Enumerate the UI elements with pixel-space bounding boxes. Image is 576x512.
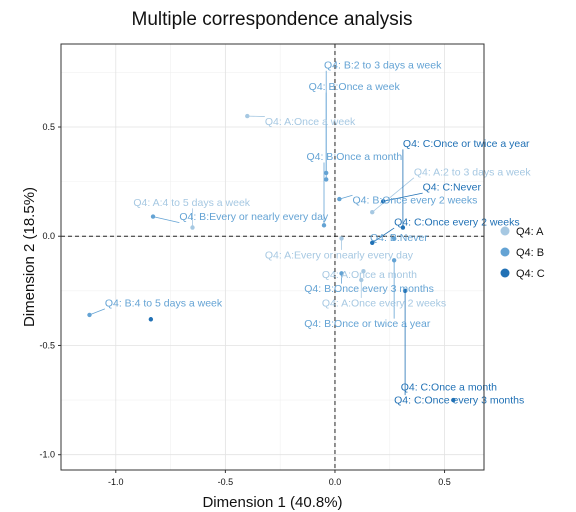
point-label: Q4: A:Once a week [265, 116, 356, 128]
data-point [370, 240, 375, 245]
label-connector [152, 216, 180, 223]
y-tick-label: -0.5 [39, 340, 55, 350]
data-point [402, 288, 408, 294]
x-tick-label: -1.0 [108, 477, 124, 487]
point-label: Q4: B:Once a month [306, 151, 402, 163]
point-label: Q4: B:Once every 3 months [304, 283, 434, 295]
data-points [87, 113, 456, 403]
label-connector [371, 177, 415, 213]
legend-key [500, 226, 510, 236]
data-point [339, 236, 344, 241]
x-tick-label: 0.5 [438, 477, 451, 487]
data-point [87, 312, 92, 318]
point-label: Q4: A:Every or nearly every day [265, 249, 414, 261]
legend-label: Q4: B [516, 247, 544, 259]
data-point [337, 196, 342, 202]
data-point [148, 317, 154, 322]
legend: Q4: A Q4: B Q4: C [500, 226, 545, 280]
legend-key [500, 247, 510, 257]
point-label: Q4: B:Never [370, 232, 428, 244]
data-point [391, 236, 397, 241]
label-connector [383, 192, 423, 202]
point-labels: Q4: A:Once a week Q4: A:4 to 5 days a wee… [105, 59, 532, 406]
x-tick-label: -0.5 [218, 477, 234, 487]
legend-key [500, 268, 510, 278]
y-tick-label: 0.5 [42, 122, 55, 132]
legend-label: Q4: C [516, 268, 545, 280]
point-label: Q4: C:Once every 2 weeks [394, 217, 519, 229]
reference-lines [61, 44, 484, 470]
point-label: Q4: A:Once a month [322, 269, 417, 281]
point-label: Q4: C:Once a month [401, 381, 497, 393]
y-tick-label: -1.0 [39, 450, 55, 460]
data-point [323, 170, 329, 176]
point-label: Q4: C:Once or twice a year [403, 138, 530, 150]
data-point [380, 199, 386, 204]
point-label: Q4: A:Once every 2 weeks [322, 297, 446, 309]
data-point [323, 177, 329, 182]
point-label: Q4: C:Once every 3 months [394, 395, 524, 407]
data-point [321, 223, 327, 228]
data-point [359, 277, 364, 283]
data-point [361, 269, 366, 274]
data-point [190, 225, 195, 230]
point-label: Q4: B:4 to 5 days a week [105, 297, 223, 309]
y-axis-title: Dimension 2 (18.5%) [21, 187, 38, 327]
chart-title: Multiple correspondence analysis [132, 9, 413, 30]
data-point [451, 397, 456, 403]
legend-label: Q4: A [516, 226, 544, 238]
point-label: Q4: B:Once a week [309, 81, 401, 93]
point-label: Q4: A:4 to 5 days a week [133, 197, 250, 209]
x-tick-label: 0.0 [329, 477, 342, 487]
x-axis-title: Dimension 1 (40.8%) [202, 494, 342, 511]
label-connector [89, 308, 105, 316]
axis-ticks: -1.0 -0.5 0.0 0.5 -1.0 -0.5 0.0 0.5 [39, 122, 450, 487]
point-label: Q4: A:2 to 3 days a week [414, 166, 531, 178]
y-tick-label: 0.0 [42, 231, 55, 241]
point-label: Q4: B:Every or nearly every day [179, 211, 329, 223]
plot-border [60, 43, 485, 471]
data-point [245, 113, 250, 119]
data-point [391, 258, 397, 263]
data-point [150, 214, 156, 219]
label-connector [339, 194, 353, 200]
data-point [339, 271, 344, 276]
point-label: Q4: B:2 to 3 days a week [324, 59, 442, 71]
data-point [400, 225, 406, 230]
point-label: Q4: C:Never [423, 182, 482, 194]
data-point [370, 210, 375, 215]
point-label: Q4: B:Once or twice a year [304, 318, 431, 330]
point-label: Q4: B:Once every 2 weeks [352, 195, 477, 207]
label-connector [371, 227, 395, 244]
